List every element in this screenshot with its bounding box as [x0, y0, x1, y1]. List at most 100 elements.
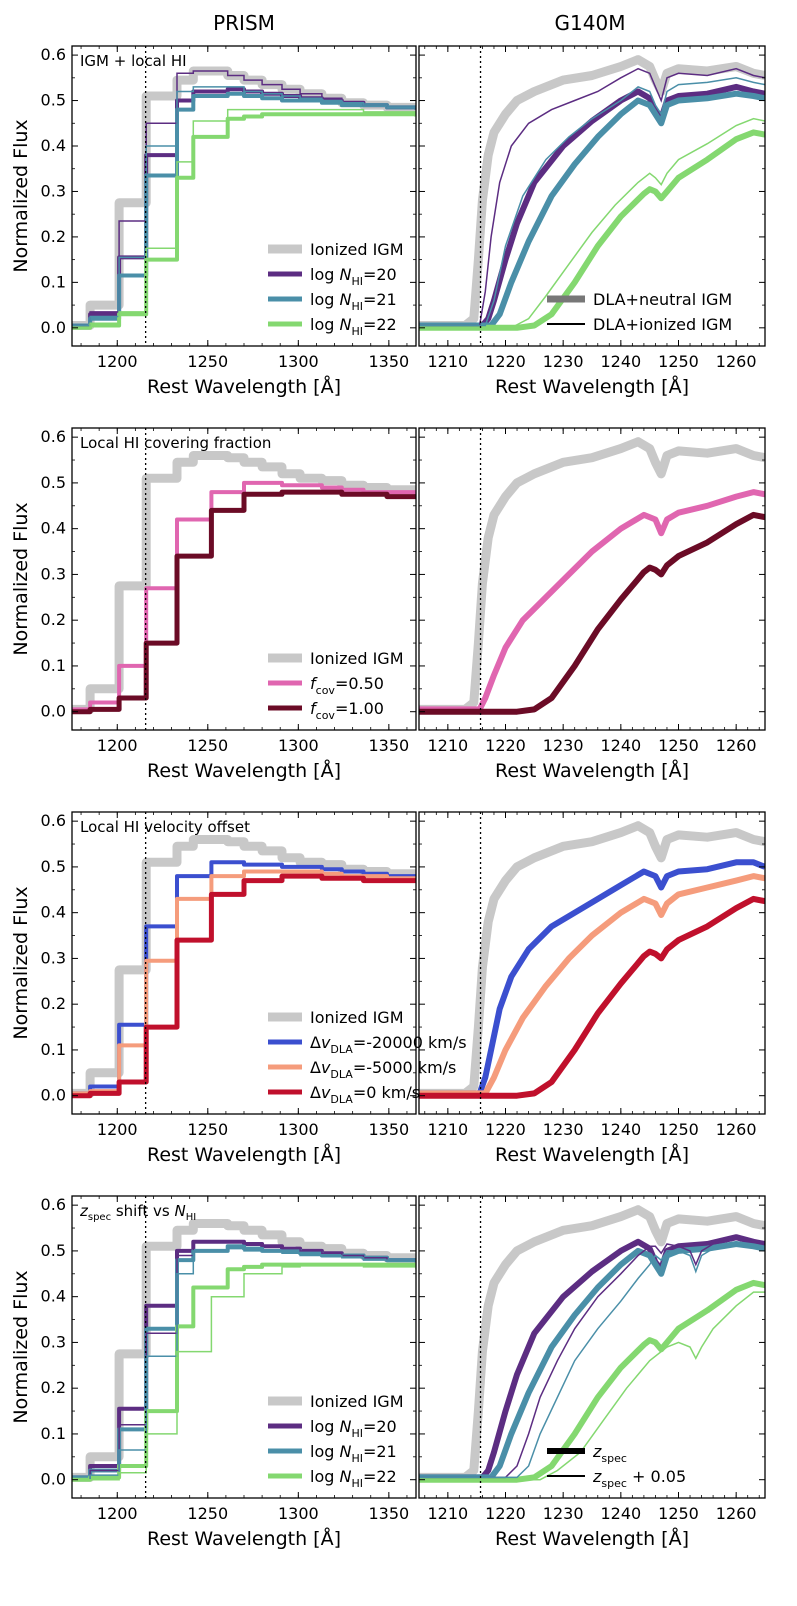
thin-series-line-1	[72, 86, 416, 327]
y-tick-label: 0.2	[41, 994, 66, 1013]
x-tick-label: 1300	[278, 1504, 319, 1523]
series-line-2	[419, 511, 765, 715]
legend-label: log NHI=22	[310, 1467, 397, 1490]
x-tick-label: 1200	[97, 1120, 138, 1139]
y-tick-label: 0.6	[41, 811, 66, 830]
legend-label: Ionized IGM	[310, 1392, 404, 1411]
panel-title: Local HI covering fraction	[80, 434, 271, 452]
series-line-1	[419, 859, 765, 1097]
panel-3-prism: 1200 1250 1300 1350 0.0 0.1 0.2 0.3 0.4 0.5 0.6 Res…	[10, 811, 467, 1166]
thin-series-line-2	[72, 1263, 416, 1481]
y-axis-label: Normalized Flux	[10, 886, 32, 1039]
panel-1-g140m: 1210 1220 1230 1240 1250 1260 Rest Wavelength …	[418, 45, 766, 398]
y-tick-label: 0.1	[41, 1040, 66, 1059]
panel-1-prism: 1200 1250 1300 1350 0.0 0.1 0.2 0.3 0.4 0.5 0.6 Res…	[10, 45, 417, 398]
x-tick-label: 1300	[278, 736, 319, 755]
thin-series-line-1	[419, 77, 765, 327]
x-tick-label: 1350	[368, 1504, 409, 1523]
legend-label: Ionized IGM	[310, 649, 404, 668]
y-tick-label: 0.6	[41, 427, 66, 446]
x-axis-label: Rest Wavelength [Å]	[147, 1527, 341, 1550]
y-tick-label: 0.0	[41, 318, 66, 337]
series-line-2	[72, 489, 416, 715]
x-tick-label: 1250	[187, 1120, 228, 1139]
x-tick-label: 1250	[187, 352, 228, 371]
x-tick-label: 1200	[97, 352, 138, 371]
y-tick-label: 0.0	[41, 1086, 66, 1105]
series-line-2	[72, 91, 416, 328]
plot-area	[72, 812, 416, 1114]
panel-title: Local HI velocity offset	[80, 818, 250, 836]
x-axis-label: Rest Wavelength [Å]	[147, 375, 341, 398]
axes-frame	[418, 45, 766, 347]
x-tick-label: 1220	[485, 736, 526, 755]
panel-4-g140m: 1210 1220 1230 1240 1250 1260 Rest Wavelength …	[418, 1195, 766, 1550]
x-tick-label: 1210	[427, 736, 468, 755]
plot-area	[72, 428, 416, 730]
x-tick-label: 1300	[278, 352, 319, 371]
x-tick-label: 1300	[278, 1120, 319, 1139]
x-tick-label: 1220	[485, 1120, 526, 1139]
panel-2-g140m: 1210 1220 1230 1240 1250 1260 Rest Wavelength …	[418, 427, 766, 782]
series-line-0	[72, 835, 416, 1098]
legend-label: ΔvDLA=-20000 km/s	[310, 1033, 467, 1056]
legend-label: Ionized IGM	[310, 240, 404, 259]
thin-series-line-0	[419, 1238, 765, 1479]
thin-series-line-0	[72, 1241, 416, 1481]
x-tick-label: 1260	[716, 352, 757, 371]
series-line-3	[419, 895, 765, 1099]
y-tick-label: 0.4	[41, 903, 66, 922]
y-tick-label: 0.6	[41, 45, 66, 64]
thin-series-line-2	[419, 117, 765, 329]
y-tick-label: 0.4	[41, 1287, 66, 1306]
x-axis-label: Rest Wavelength [Å]	[495, 1143, 689, 1166]
y-tick-label: 0.3	[41, 1332, 66, 1351]
legend-label: ΔvDLA=-5000 km/s	[310, 1058, 456, 1081]
x-tick-label: 1260	[716, 1504, 757, 1523]
y-tick-label: 0.4	[41, 136, 66, 155]
x-tick-label: 1250	[658, 1120, 699, 1139]
plot-area	[419, 428, 765, 730]
x-tick-label: 1240	[600, 352, 641, 371]
x-tick-label: 1210	[427, 1504, 468, 1523]
x-tick-label: 1240	[600, 736, 641, 755]
legend-label: log NHI=20	[310, 1417, 397, 1440]
x-tick-label: 1220	[485, 352, 526, 371]
y-axis-label: Normalized Flux	[10, 502, 32, 655]
series-line-0	[72, 1219, 416, 1482]
y-tick-label: 0.1	[41, 1424, 66, 1443]
x-tick-label: 1240	[600, 1504, 641, 1523]
y-tick-label: 0.0	[41, 1470, 66, 1489]
series-line-3	[419, 129, 765, 331]
x-tick-label: 1230	[543, 736, 584, 755]
x-tick-label: 1210	[427, 1120, 468, 1139]
x-tick-label: 1260	[716, 1120, 757, 1139]
x-axis-label: Rest Wavelength [Å]	[495, 375, 689, 398]
plot-area	[72, 46, 416, 346]
y-tick-label: 0.3	[41, 181, 66, 200]
series-line-1	[419, 1234, 765, 1481]
legend-label: DLA+neutral IGM	[593, 290, 732, 309]
x-tick-label: 1230	[543, 352, 584, 371]
x-tick-label: 1200	[97, 1504, 138, 1523]
axes-frame	[418, 1195, 766, 1499]
x-tick-label: 1250	[658, 736, 699, 755]
x-tick-label: 1260	[716, 736, 757, 755]
x-tick-label: 1250	[658, 1504, 699, 1523]
y-axis-label: Normalized Flux	[10, 119, 32, 272]
y-tick-label: 0.5	[41, 91, 66, 110]
axes-frame	[418, 811, 766, 1115]
y-tick-label: 0.1	[41, 656, 66, 675]
panel-3-g140m: 1210 1220 1230 1240 1250 1260 Rest Wavelength …	[418, 811, 766, 1166]
series-line-1	[72, 860, 416, 1096]
legend: DLA+neutral IGM DLA+ionized IGM	[547, 290, 732, 334]
thin-series-line-2	[419, 1291, 765, 1481]
legend-label: fcov=0.50	[310, 674, 384, 697]
plot-area	[419, 812, 765, 1114]
panel-2-prism: 1200 1250 1300 1350 0.0 0.1 0.2 0.3 0.4 0.5 0.6 Res…	[10, 427, 417, 782]
x-tick-label: 1350	[368, 1120, 409, 1139]
legend-label: zspec + 0.05	[592, 1467, 686, 1490]
